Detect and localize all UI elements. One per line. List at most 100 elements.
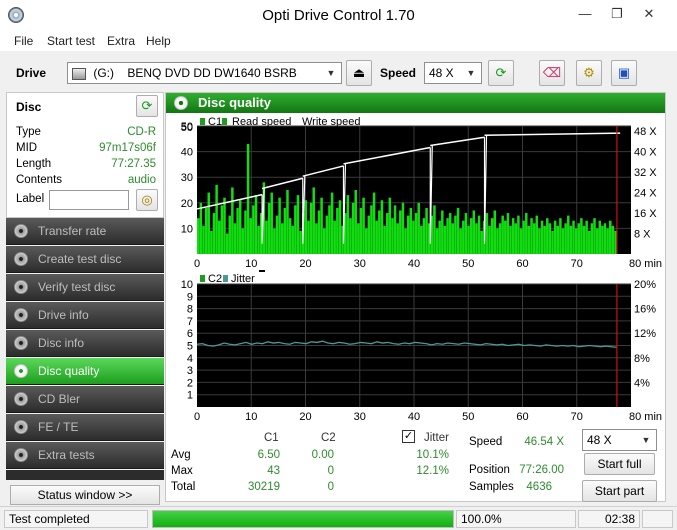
c1-bar	[611, 225, 615, 254]
c1-bar	[601, 225, 604, 254]
c1-bar	[388, 197, 392, 254]
speed-label: Speed	[380, 66, 417, 80]
drive-icon	[72, 67, 86, 80]
nav-cd-bler[interactable]: CD Bler	[6, 386, 164, 413]
erase-button[interactable]: ⌫	[539, 60, 565, 86]
status-window-button[interactable]: Status window >>	[10, 485, 160, 505]
c2-x-tick: 40	[408, 411, 420, 423]
speed-stat-label: Speed	[469, 436, 503, 448]
disc-refresh-button[interactable]: ⟳	[136, 95, 158, 117]
drive-select[interactable]: (G:) BENQ DVD DD DW1640 BSRB ▼	[67, 62, 342, 84]
nav-transfer-rate[interactable]: Transfer rate	[6, 218, 164, 245]
c1-bar	[336, 207, 339, 254]
nav-fe-te[interactable]: FE / TE	[6, 414, 164, 441]
test-speed-select[interactable]: 48 X ▼	[582, 429, 657, 451]
c1-bar	[273, 228, 276, 254]
c1-bar	[351, 202, 355, 254]
avg-c1: 6.50	[257, 449, 280, 461]
c1-bar	[490, 218, 494, 254]
c1-bar	[330, 192, 334, 254]
c1-bar	[291, 225, 294, 254]
c1-bar	[514, 223, 518, 254]
c1-bar	[443, 225, 447, 254]
nav-disc-info[interactable]: Disc info	[6, 330, 164, 357]
c1-x-tick: 60	[516, 258, 528, 270]
c1-bar	[322, 228, 326, 254]
c1-x-tick: 0	[194, 258, 200, 270]
c1-bar	[530, 218, 533, 254]
nav-drive-info[interactable]: Drive info	[6, 302, 164, 329]
c2-y2-tick: 8%	[634, 353, 650, 365]
c2-y2-tick: 4%	[634, 377, 650, 389]
nav-create-test-disc[interactable]: Create test disc	[6, 246, 164, 273]
menu-extra[interactable]: Extra	[107, 34, 136, 48]
settings-button[interactable]: ⚙	[576, 60, 602, 86]
nav-disc-quality[interactable]: Disc quality	[6, 358, 164, 385]
restore-button[interactable]: ❐	[611, 6, 623, 21]
c1-bar	[296, 195, 300, 254]
c1-bar	[396, 223, 399, 254]
c1-bar	[197, 218, 200, 254]
legend-marker	[259, 270, 265, 272]
c1-bar	[207, 192, 210, 254]
c2-y-tick: 10	[181, 279, 193, 291]
c1-x-tick: 30	[354, 258, 366, 270]
c1-bar	[546, 218, 549, 254]
disc-icon	[14, 224, 28, 238]
c1-y-tick: 50	[181, 122, 193, 134]
c1-y2-tick: 40 X	[634, 147, 657, 159]
minimize-button[interactable]: —	[578, 6, 592, 21]
contents-value: audio	[127, 174, 156, 186]
refresh-speed-button[interactable]: ⟳	[488, 60, 514, 86]
c1-bar	[343, 213, 347, 254]
c1-bar	[414, 213, 418, 254]
nav-extra-tests[interactable]: Extra tests	[6, 442, 164, 469]
c2-legend-swatch	[200, 275, 205, 282]
status-text: Test completed	[4, 510, 148, 528]
c1-bar	[430, 215, 434, 254]
c1-y2-tick: 8 X	[634, 229, 651, 241]
label-disc-button[interactable]: ◎	[136, 189, 158, 211]
eraser-icon: ⌫	[542, 65, 562, 80]
elapsed-time: 02:38	[578, 510, 640, 528]
stats-header-c1: C1	[264, 432, 279, 444]
c2-y-tick: 4	[187, 353, 193, 365]
c2-x-tick: 0	[194, 411, 200, 423]
jitter-checkbox[interactable]: ✓	[402, 430, 415, 443]
eject-button[interactable]: ⏏	[346, 60, 372, 86]
close-button[interactable]: ✕	[643, 6, 655, 21]
menu-start-test[interactable]: Start test	[47, 34, 96, 48]
start-part-button[interactable]: Start part	[582, 480, 657, 502]
c1-bar	[286, 190, 289, 254]
c2-x-tick: 70	[571, 411, 583, 423]
contents-label: Contents	[16, 174, 63, 186]
c1-bar	[574, 228, 578, 254]
sidebar: Disc ⟳ Type CD-R MID 97m17s06f Length 77…	[6, 92, 164, 505]
menu-help[interactable]: Help	[146, 34, 171, 48]
c1-bar	[517, 215, 520, 254]
label-label: Label	[16, 193, 45, 205]
nav-verify-test-disc[interactable]: Verify test disc	[6, 274, 164, 301]
c1-y2-tick: 32 X	[634, 167, 657, 179]
c1-bar	[435, 228, 439, 254]
stats-header-jitter: Jitter	[424, 432, 449, 444]
length-value: 77:27.35	[111, 158, 156, 170]
eject-icon: ⏏	[352, 65, 366, 80]
c1-bar	[422, 218, 426, 254]
c1-bar	[257, 225, 260, 254]
speed-select[interactable]: 48 X ▼	[424, 62, 482, 84]
c1-bar	[485, 213, 489, 254]
c2-y2-tick: 16%	[634, 304, 656, 316]
disc-quality-panel: Disc quality 10 20 30 40 50 50 8 X 16 X 24 X 32 X…	[165, 92, 666, 502]
c2-x-tick: 50	[462, 411, 474, 423]
save-button[interactable]: ▣	[611, 60, 637, 86]
c1-x-tick: 20	[299, 258, 311, 270]
c1-bar	[493, 210, 497, 254]
c1-bar	[217, 220, 221, 254]
nav-label: Drive info	[38, 308, 89, 322]
start-full-button[interactable]: Start full	[584, 453, 655, 475]
label-input[interactable]	[49, 190, 129, 210]
c1-bar	[328, 205, 331, 254]
c1-bar	[590, 223, 594, 254]
menu-file[interactable]: File	[14, 34, 34, 48]
